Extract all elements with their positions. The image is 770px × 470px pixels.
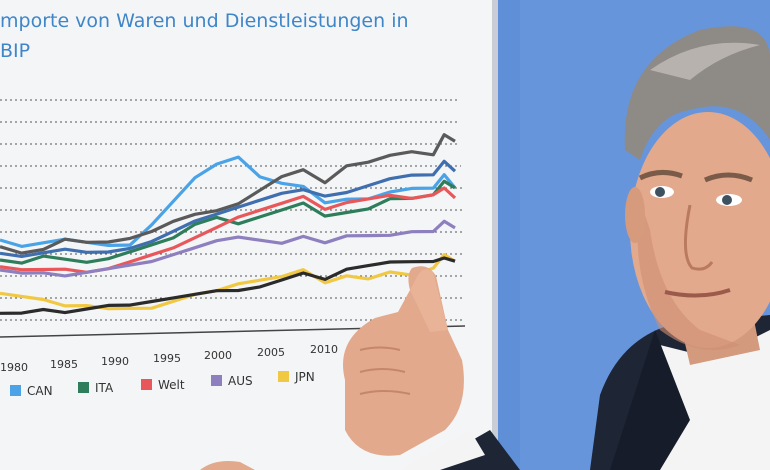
x-tick-label: 1980 [0,361,28,374]
series-line-unlabeled-6 [0,159,457,258]
legend-swatch [141,379,152,390]
series-line-unlabeled-5 [0,133,456,255]
legend-label: AUS [228,374,253,388]
series-line-unlabeled-7 [0,256,456,315]
hair [624,26,770,160]
finger-creases [359,346,411,395]
legend-item-can: CAN [10,384,53,398]
chart-title-line-1: mporte von Waren und Dienstleistungen in [0,10,409,32]
x-tick-label: 2010 [310,343,338,356]
series-line-aus [0,219,456,278]
x-tick-label: 2005 [257,346,285,359]
legend-label: ITA [95,381,114,395]
left-iris [655,187,665,197]
x-tick-label: 2000 [204,349,232,362]
chart-series-layer [0,133,457,315]
right-eyebrow [704,172,753,183]
lapel [610,330,690,470]
nose [683,204,714,271]
shirt-cuff [400,430,485,470]
legend-item-aus: AUS [211,374,253,388]
x-tick-label: 1985 [50,358,78,371]
chart-title: mporte von Waren und Dienstleistungen in… [0,6,409,66]
legend-swatch [10,385,21,396]
legend-item-welt: Welt [141,378,185,392]
left-eyebrow [638,170,683,181]
legend-swatch [278,371,289,382]
other-hand [200,461,255,470]
x-tick-label: 1990 [101,355,129,368]
ear [625,187,645,243]
mouth [664,288,731,298]
series-line-jpn [0,253,456,311]
legend-swatch [78,382,89,393]
legend-label: JPN [295,370,315,384]
index-finger [410,269,448,332]
legend-swatch [211,375,222,386]
legend-item-jpn: JPN [278,370,315,384]
legend-label: Welt [158,378,185,392]
series-line-welt [0,186,457,274]
legend-item-ita: ITA [78,381,113,395]
chart-title-line-2: BIP [0,40,31,62]
x-tick-label: 1995 [153,352,181,365]
right-iris [722,195,732,205]
hair-highlight [650,42,760,80]
legend-label: CAN [27,384,53,398]
face-shadow [637,200,740,350]
series-line-ita [0,179,456,265]
